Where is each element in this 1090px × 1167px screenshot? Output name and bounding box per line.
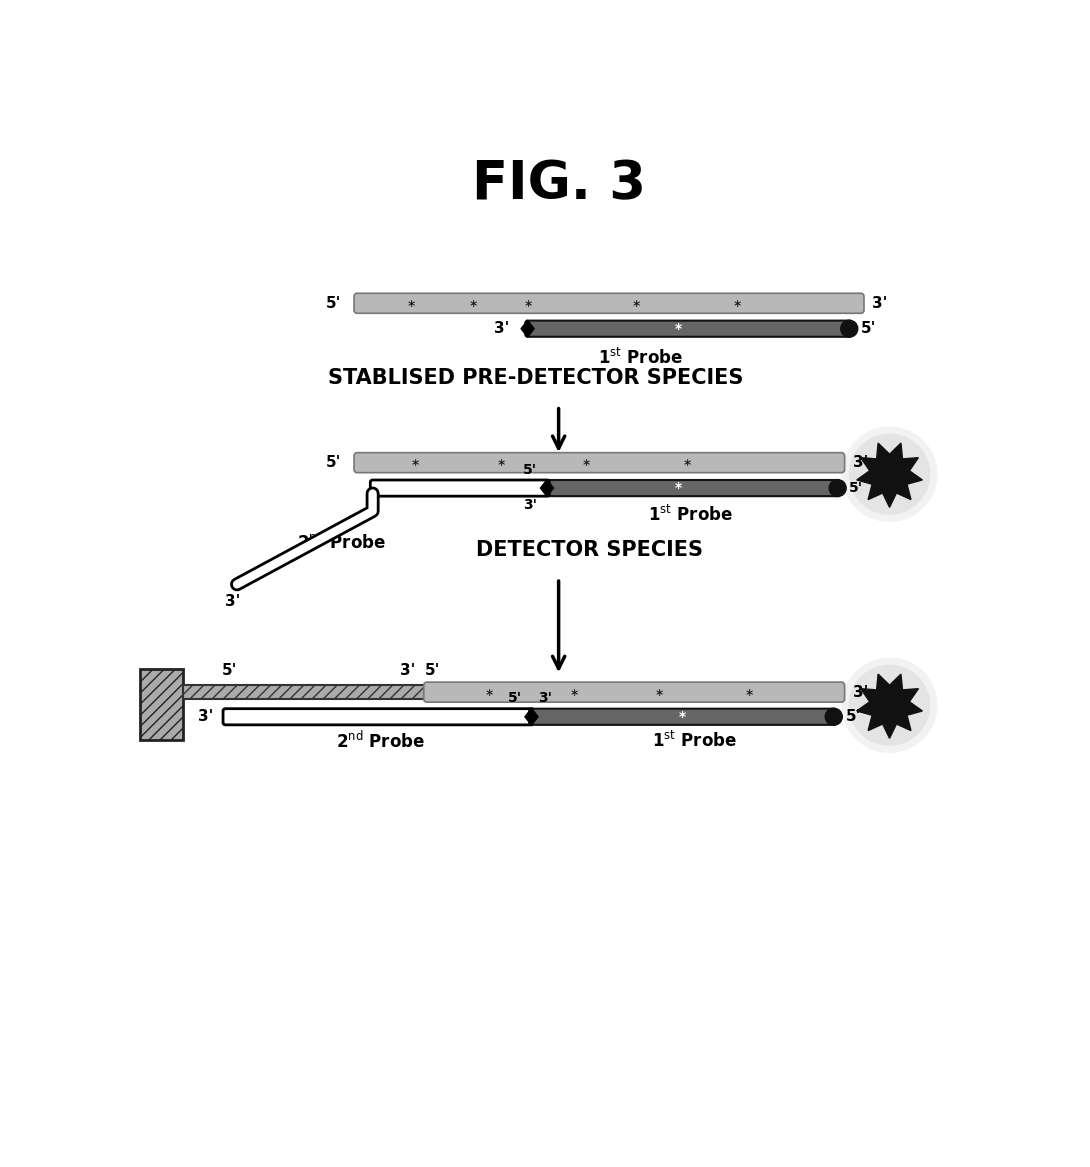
Text: 5': 5' <box>326 455 341 470</box>
FancyBboxPatch shape <box>424 683 845 703</box>
Circle shape <box>849 434 931 515</box>
Circle shape <box>825 708 843 725</box>
Text: $\ast$: $\ast$ <box>569 686 579 698</box>
Text: 3': 3' <box>400 663 415 678</box>
Bar <box>141 669 183 740</box>
Text: 2$^{\rm nd}$ Probe: 2$^{\rm nd}$ Probe <box>298 531 386 553</box>
Text: 3': 3' <box>872 295 888 310</box>
Text: *: * <box>679 710 687 724</box>
Text: 5': 5' <box>425 663 440 678</box>
Circle shape <box>841 426 937 522</box>
Text: 3': 3' <box>538 691 553 705</box>
FancyBboxPatch shape <box>354 453 845 473</box>
Text: $\ast$: $\ast$ <box>410 457 421 468</box>
Circle shape <box>841 657 937 753</box>
Text: $\ast$: $\ast$ <box>654 686 664 698</box>
Circle shape <box>829 480 846 496</box>
FancyBboxPatch shape <box>545 480 840 496</box>
Text: 3': 3' <box>523 498 537 512</box>
Text: 5': 5' <box>846 710 861 725</box>
Text: STABLISED PRE-DETECTOR SPECIES: STABLISED PRE-DETECTOR SPECIES <box>328 368 743 387</box>
Text: 3': 3' <box>495 321 510 336</box>
Text: $\ast$: $\ast$ <box>731 298 742 309</box>
Text: 5': 5' <box>523 463 537 477</box>
Polygon shape <box>857 443 922 508</box>
Text: DETECTOR SPECIES: DETECTOR SPECIES <box>476 539 703 560</box>
Text: 3': 3' <box>226 594 241 609</box>
Text: $\ast$: $\ast$ <box>496 457 506 468</box>
Text: 1$^{\rm st}$ Probe: 1$^{\rm st}$ Probe <box>597 348 682 368</box>
Text: *: * <box>675 322 682 336</box>
Text: $\ast$: $\ast$ <box>743 686 753 698</box>
Text: $\ast$: $\ast$ <box>631 298 641 309</box>
Text: 5': 5' <box>221 663 237 678</box>
Text: 5': 5' <box>861 321 876 336</box>
Polygon shape <box>541 480 554 496</box>
Polygon shape <box>857 675 922 739</box>
FancyBboxPatch shape <box>223 708 534 725</box>
Text: 5': 5' <box>849 481 863 495</box>
Text: 5': 5' <box>507 691 521 705</box>
Text: $\ast$: $\ast$ <box>581 457 591 468</box>
Text: 3': 3' <box>853 455 869 470</box>
Text: *: * <box>675 481 682 495</box>
Text: $\ast$: $\ast$ <box>681 457 691 468</box>
Text: 5': 5' <box>326 295 341 310</box>
Circle shape <box>849 665 931 746</box>
Text: 3': 3' <box>853 685 869 700</box>
Circle shape <box>840 320 858 337</box>
FancyBboxPatch shape <box>371 480 549 496</box>
FancyBboxPatch shape <box>525 321 851 337</box>
Polygon shape <box>525 708 538 725</box>
Text: $\ast$: $\ast$ <box>484 686 494 698</box>
Text: 2$^{\rm nd}$ Probe: 2$^{\rm nd}$ Probe <box>336 731 425 752</box>
Text: $\ast$: $\ast$ <box>469 298 479 309</box>
Bar <box>183 685 427 699</box>
Text: 3': 3' <box>198 710 214 725</box>
Text: 1$^{\rm st}$ Probe: 1$^{\rm st}$ Probe <box>652 732 737 752</box>
Text: $\ast$: $\ast$ <box>407 298 416 309</box>
FancyBboxPatch shape <box>354 293 864 313</box>
Text: $\ast$: $\ast$ <box>523 298 533 309</box>
Polygon shape <box>521 320 534 337</box>
FancyBboxPatch shape <box>529 708 836 725</box>
Text: FIG. 3: FIG. 3 <box>472 158 645 210</box>
Text: 1$^{\rm st}$ Probe: 1$^{\rm st}$ Probe <box>647 505 732 525</box>
